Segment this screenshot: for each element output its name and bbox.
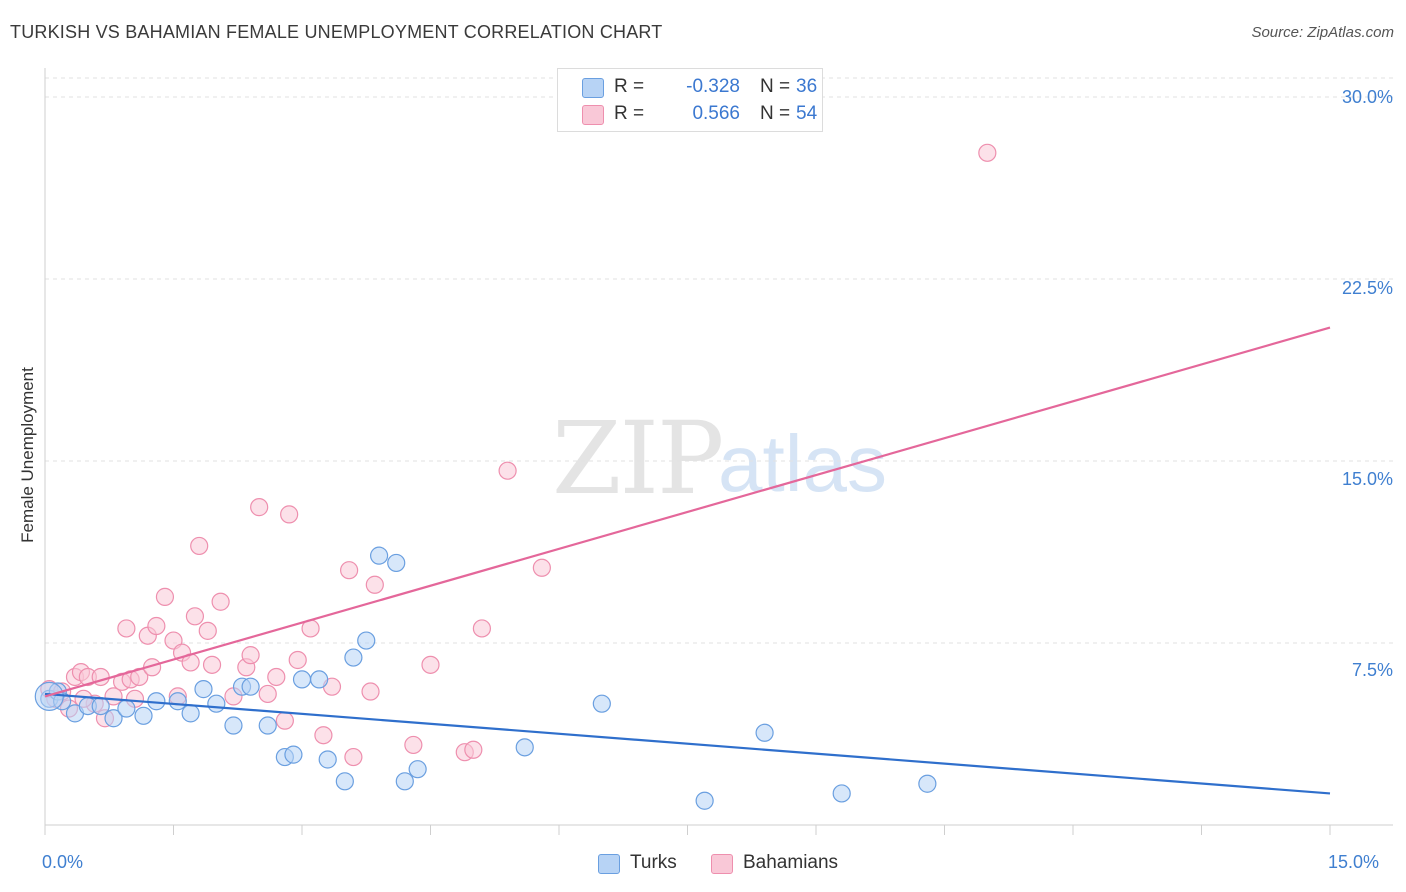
turks-cluster-point <box>34 681 64 711</box>
turks-n-label: N = <box>760 76 791 97</box>
turks-point-21 <box>310 670 329 689</box>
bahamians-point-49 <box>498 461 517 480</box>
bahamians-point-45 <box>421 655 440 674</box>
bahamians-point-36 <box>288 650 307 670</box>
turks-point-11 <box>181 704 200 723</box>
bahamians-point-34 <box>275 711 294 730</box>
chart-title: TURKISH VS BAHAMIAN FEMALE UNEMPLOYMENT … <box>10 22 663 42</box>
turks-swatch <box>582 78 604 98</box>
turks-point-25 <box>357 631 376 650</box>
turks-point-5 <box>91 696 110 716</box>
turks-point-32 <box>695 791 714 810</box>
grid-lines <box>45 77 1393 644</box>
bahamians-point-18 <box>155 587 175 606</box>
turks-point-33 <box>755 723 774 742</box>
turks-point-14 <box>224 716 243 735</box>
bahamians-point-17 <box>147 616 166 636</box>
bahamians-point-35 <box>280 505 299 524</box>
turks-point-34 <box>832 784 851 803</box>
bahamians-r-label: R = <box>614 103 645 124</box>
turks-r-label: R = <box>614 76 645 97</box>
bahamians-trend-line <box>44 326 1331 698</box>
turks-n-value: 36 <box>796 76 818 97</box>
turks-point-8 <box>134 706 153 725</box>
turks-point-35 <box>918 774 937 793</box>
turks-point-24 <box>344 648 363 667</box>
turks-point-19 <box>284 745 303 764</box>
bahamians-point-50 <box>532 558 551 577</box>
x-tick-label-max: 15.0% <box>1328 852 1380 872</box>
bahamians-point-40 <box>340 561 359 580</box>
bahamians-point-48 <box>472 619 491 638</box>
bahamians-point-31 <box>250 498 269 517</box>
turks-point-6 <box>104 709 123 728</box>
bahamians-point-26 <box>202 655 222 674</box>
bahamians-point-12 <box>117 619 136 638</box>
turks-point-29 <box>408 760 427 779</box>
bahamians-point-38 <box>314 726 333 745</box>
axes <box>44 68 1393 835</box>
turks-point-13 <box>207 694 226 713</box>
y-tick-label-7-5: 7.5% <box>1351 660 1393 680</box>
source-label: Source: ZipAtlas.com <box>1251 24 1394 41</box>
turks-trend-line <box>44 692 1331 795</box>
trend-lines <box>44 326 1331 795</box>
turks-points <box>34 546 937 810</box>
bahamians-point-30 <box>241 646 260 665</box>
turks-point-7 <box>117 699 136 718</box>
bahamians-point-32 <box>258 684 277 704</box>
bahamians-point-51 <box>978 143 997 162</box>
turks-point-26 <box>370 546 389 565</box>
turks-legend-label: Turks <box>630 852 677 873</box>
turks-point-12 <box>194 680 213 699</box>
turks-point-27 <box>387 553 406 573</box>
bahamians-legend-label: Bahamians <box>743 852 839 873</box>
turks-point-31 <box>592 694 611 713</box>
turks-r-value: -0.328 <box>686 76 740 97</box>
watermark-zip: ZIP <box>552 400 724 517</box>
y-tick-label-15: 15.0% <box>1341 469 1393 489</box>
bahamians-point-44 <box>404 735 423 755</box>
y-tick-label-30: 30.0% <box>1341 87 1393 107</box>
bahamians-point-23 <box>185 607 205 626</box>
turks-point-28 <box>395 772 414 791</box>
turks-point-17 <box>258 716 277 735</box>
turks-point-20 <box>292 670 312 689</box>
bahamians-point-33 <box>267 667 286 687</box>
bahamians-point-42 <box>361 682 380 701</box>
turks-point-23 <box>335 772 354 791</box>
stats-legend: R = -0.328 N = 36 R = 0.566 N = 54 <box>557 68 823 132</box>
bahamians-point-25 <box>198 621 217 640</box>
turks-point-30 <box>515 738 534 757</box>
bahamians-points <box>40 143 997 767</box>
bahamians-r-value: 0.566 <box>692 103 740 124</box>
bahamians-n-label: N = <box>760 103 791 124</box>
bahamians-point-47 <box>464 740 483 759</box>
bahamians-point-41 <box>344 747 363 767</box>
bahamians-point-27 <box>211 592 230 611</box>
bahamians-point-24 <box>190 536 209 556</box>
bahamians-point-43 <box>365 575 384 594</box>
bahamians-n-value: 54 <box>796 103 818 124</box>
bahamians-legend-swatch <box>711 854 733 874</box>
turks-legend-swatch <box>598 854 620 874</box>
y-tick-label-22-5: 22.5% <box>1341 278 1393 298</box>
turks-point-22 <box>318 750 337 769</box>
bahamians-swatch <box>582 105 604 125</box>
turks-point-10 <box>168 692 187 711</box>
turks-point-16 <box>241 677 260 696</box>
x-tick-label-min: 0.0% <box>42 852 84 872</box>
